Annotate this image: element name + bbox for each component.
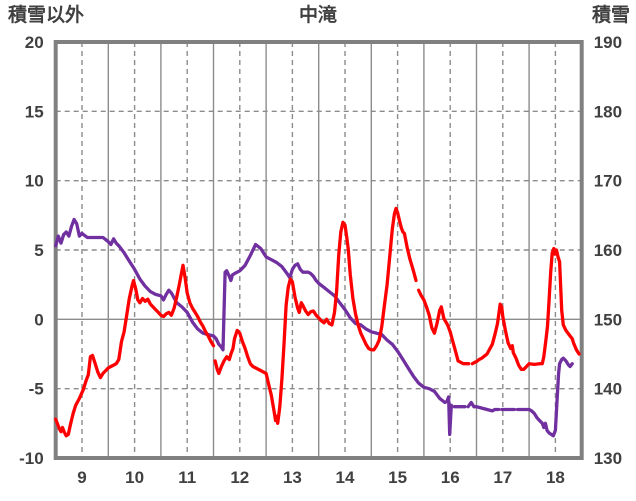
left-axis-tick-label: 20 (25, 33, 44, 52)
right-axis-tick-label: 170 (594, 172, 622, 191)
x-axis-tick-label: 18 (546, 468, 565, 487)
x-axis-tick-label: 13 (283, 468, 302, 487)
x-axis-tick-label: 10 (125, 468, 144, 487)
x-axis-tick-label: 17 (493, 468, 512, 487)
left-axis-title: 積雪以外 (8, 5, 85, 26)
right-axis-tick-label: 190 (594, 33, 622, 52)
series-line-other (54, 206, 581, 438)
x-axis-tick-label: 16 (441, 468, 460, 487)
left-axis-tick-label: 15 (25, 102, 44, 121)
left-axis-tick-label: -10 (19, 449, 44, 468)
x-axis-tick-label: 11 (178, 468, 196, 487)
right-axis-tick-label: 150 (594, 310, 622, 329)
chart-title: 中滝 (298, 5, 337, 26)
left-axis-tick-label: 5 (34, 241, 43, 260)
right-axis-tick-label: 140 (594, 380, 622, 399)
left-axis-tick-label: 0 (34, 310, 43, 329)
plot-border (53, 40, 584, 460)
right-axis-tick-label: 160 (594, 241, 622, 260)
x-axis-tick-label: 12 (230, 468, 249, 487)
right-axis-tick-label: 130 (594, 449, 622, 468)
x-axis-tick-label: 15 (388, 468, 407, 487)
left-axis-tick-label: 10 (25, 172, 44, 191)
left-axis-tick-label: -5 (29, 380, 44, 399)
x-axis-tick-label: 14 (336, 468, 355, 487)
right-axis-tick-label: 180 (594, 102, 622, 121)
series-line-snow (54, 217, 574, 438)
x-axis-tick-label: 9 (77, 468, 86, 487)
right-axis-title: 積雪 (591, 5, 630, 26)
